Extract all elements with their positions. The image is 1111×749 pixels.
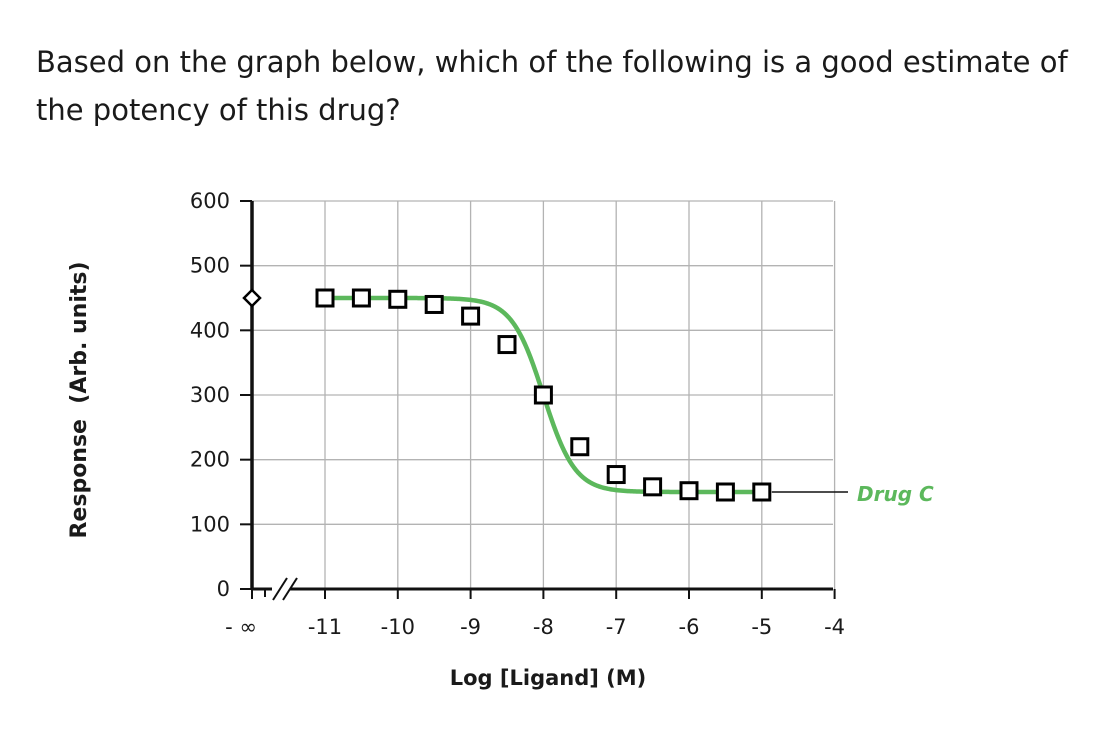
x-tick-label: -7 (606, 615, 627, 639)
data-point-marker (606, 465, 626, 485)
y-axis-title: Response (Arb. units) (67, 261, 92, 538)
x-tick-label: -11 (308, 615, 342, 639)
data-point-marker (643, 477, 663, 497)
data-point-marker (424, 294, 444, 314)
x-tick-label: -8 (533, 615, 554, 639)
y-tick-label: 100 (190, 512, 230, 536)
x-tick-label-infinity: - ∞ (225, 615, 257, 639)
data-point-marker (315, 288, 335, 308)
axis-break-mark (282, 577, 298, 601)
data-point-marker (679, 481, 699, 501)
data-point-marker (497, 335, 517, 355)
x-axis-title: Log [Ligand] (M) (450, 666, 647, 690)
axis-break-mark (272, 577, 288, 601)
baseline-point-marker (242, 288, 262, 308)
chart-labels: Drug C 0 100 200 300 400 500 600 -11 -10 -9 -8 -7 -6 -… (67, 189, 934, 690)
data-point-marker (570, 437, 590, 457)
data-point-marker (715, 482, 735, 502)
x-tick-label: -6 (679, 615, 700, 639)
data-point-marker (388, 289, 408, 309)
x-tick-label: -4 (824, 615, 845, 639)
chart-axes (240, 200, 836, 601)
y-tick-label: 200 (190, 448, 230, 472)
chart-grid (252, 200, 836, 589)
question-text: Based on the graph below, which of the f… (36, 45, 1068, 127)
data-point-marker (533, 385, 553, 405)
y-tick-label: 500 (190, 254, 230, 278)
data-point-marker (752, 482, 772, 502)
y-tick-label: 600 (190, 189, 230, 213)
x-tick-label: -5 (751, 615, 772, 639)
data-point-marker (351, 288, 371, 308)
data-point-marker (461, 306, 481, 326)
x-tick-label: -9 (460, 615, 481, 639)
y-tick-label: 300 (190, 383, 230, 407)
data-markers (242, 288, 772, 502)
y-tick-label: 400 (190, 318, 230, 342)
y-tick-label: 0 (217, 577, 230, 601)
legend-label-drug-c: Drug C (857, 482, 934, 506)
x-tick-label: -10 (381, 615, 415, 639)
